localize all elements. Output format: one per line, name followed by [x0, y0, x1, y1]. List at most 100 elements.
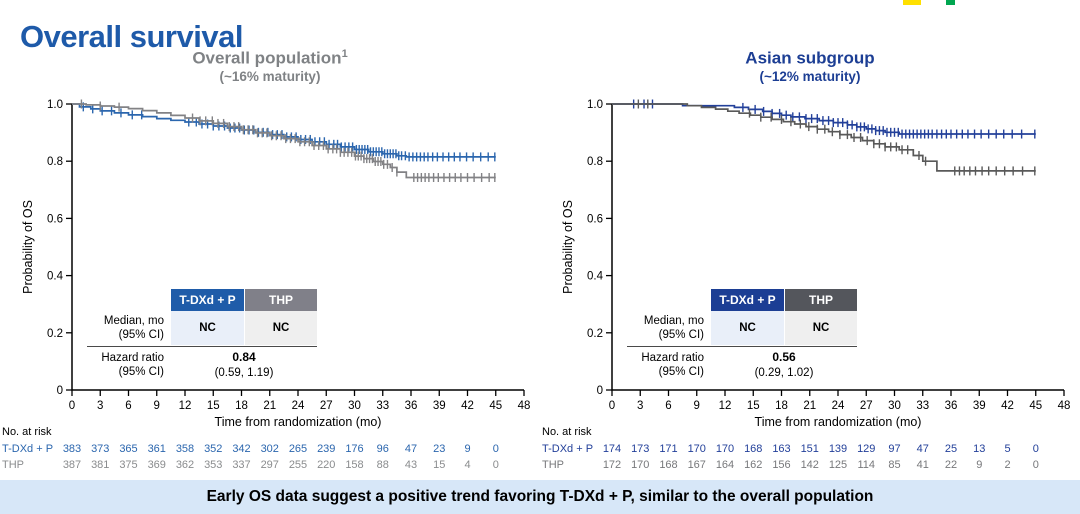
at-risk-value: 25: [945, 443, 957, 455]
stats-median-tdxd-p: NC: [171, 311, 245, 345]
at-risk-value: 297: [261, 459, 279, 471]
stats-inset-table-overall: T-DXd + P THP Median, mo (95% CI) NC NC …: [87, 289, 317, 381]
stats-empty-corner: [87, 289, 171, 311]
stats-hazard-label: Hazard ratio (95% CI): [101, 351, 164, 379]
x-tick-label: 15: [207, 400, 220, 412]
at-risk-value: 361: [148, 443, 166, 455]
at-risk-value: 13: [973, 443, 985, 455]
y-tick-label: 0.2: [47, 328, 63, 340]
at-risk-row-name: THP: [542, 459, 564, 471]
x-tick-label: 6: [125, 400, 131, 412]
at-risk-value: 125: [829, 459, 847, 471]
at-risk-value: 163: [772, 443, 790, 455]
at-risk-value: 4: [464, 459, 470, 471]
at-risk-value: 41: [917, 459, 929, 471]
at-risk-table: No. at risk T-DXd + P 383 373 365 361 358 352 34…: [2, 426, 499, 471]
x-tick-label: 24: [832, 400, 845, 412]
x-tick-label: 21: [263, 400, 276, 412]
x-tick-label: 30: [348, 400, 361, 412]
x-tick-label: 33: [376, 400, 389, 412]
y-tick-label: 0.4: [587, 271, 604, 283]
at-risk-value: 158: [345, 459, 363, 471]
panel-subtitle-maturity: (~16% maturity): [219, 69, 321, 85]
at-risk-label: No. at risk: [2, 426, 52, 438]
at-risk-value: 383: [63, 443, 81, 455]
at-risk-value: 352: [204, 443, 222, 455]
stats-header-tdxd-p: T-DXd + P: [171, 289, 245, 311]
km-series-t-dxd-p: [72, 102, 496, 162]
y-tick-label: 0.6: [587, 213, 603, 225]
at-risk-value: 15: [433, 459, 445, 471]
stats-header-thp: THP: [245, 289, 317, 311]
x-tick-label: 45: [1029, 400, 1042, 412]
x-tick-label: 42: [461, 400, 474, 412]
x-tick-label: 45: [489, 400, 502, 412]
x-tick-label: 27: [320, 400, 333, 412]
at-risk-value: 167: [688, 459, 706, 471]
stats-separator-line: [627, 346, 857, 347]
y-tick-label: 0.4: [47, 271, 64, 283]
at-risk-value: 373: [91, 443, 109, 455]
x-tick-label: 15: [747, 400, 760, 412]
panel-asian-subgroup: Asian subgroup (~12% maturity) 0 0.2 0.4 0.…: [540, 48, 1080, 480]
at-risk-value: 142: [801, 459, 819, 471]
x-tick-label: 18: [235, 400, 248, 412]
stats-hazard-label: Hazard ratio (95% CI): [641, 351, 704, 379]
at-risk-value: 170: [716, 443, 734, 455]
at-risk-value: 176: [345, 443, 363, 455]
x-tick-label: 12: [719, 400, 732, 412]
x-tick-label: 42: [1001, 400, 1014, 412]
y-axis-title: Probability of OS: [21, 200, 35, 294]
x-tick-label: 3: [637, 400, 643, 412]
footnote-marker: 1: [341, 48, 348, 60]
y-tick-label: 1.0: [587, 99, 603, 111]
km-series-thp: [612, 99, 1036, 176]
at-risk-value: 85: [888, 459, 900, 471]
y-tick-label: 0.8: [587, 156, 603, 168]
at-risk-value: 151: [801, 443, 819, 455]
stats-median-thp: NC: [785, 311, 857, 345]
at-risk-row-name: T-DXd + P: [542, 443, 593, 455]
stats-header-thp: THP: [785, 289, 857, 311]
at-risk-value: 302: [261, 443, 279, 455]
at-risk-value: 381: [91, 459, 109, 471]
km-chart-asian-subgroup: 00.20.40.60.81.00 3 6 9 12 15 18 21 24 27 30 33 36 39…: [542, 99, 1070, 471]
x-tick-label: 39: [433, 400, 446, 412]
at-risk-value: 164: [716, 459, 734, 471]
at-risk-value: 174: [603, 443, 621, 455]
at-risk-value: 9: [976, 459, 982, 471]
at-risk-value: 0: [1033, 443, 1039, 455]
at-risk-value: 114: [857, 459, 875, 471]
logo-fragment-yellow: [903, 0, 921, 5]
page-title: Overall survival: [20, 18, 243, 54]
x-tick-label: 9: [694, 400, 700, 412]
at-risk-value: 139: [829, 443, 847, 455]
at-risk-value: 172: [603, 459, 621, 471]
panel-overall-population: Overall population1 (~16% maturity) 0 0.2…: [0, 48, 540, 480]
at-risk-value: 171: [659, 443, 677, 455]
at-risk-value: 168: [744, 443, 762, 455]
axes: 00.20.40.60.81.00 3 6 9 12 15 18 21 24 27 30 33 36 39…: [561, 99, 1070, 429]
x-tick-label: 21: [803, 400, 816, 412]
y-tick-label: 0: [597, 385, 603, 397]
at-risk-value: 22: [945, 459, 957, 471]
x-tick-label: 9: [154, 400, 160, 412]
at-risk-value: 23: [433, 443, 445, 455]
at-risk-row-name: THP: [2, 459, 24, 471]
x-tick-label: 12: [179, 400, 192, 412]
stats-separator-line: [87, 346, 317, 347]
stats-median-thp: NC: [245, 311, 317, 345]
at-risk-value: 362: [176, 459, 194, 471]
at-risk-value: 129: [857, 443, 875, 455]
y-tick-label: 0.2: [587, 328, 603, 340]
at-risk-value: 239: [317, 443, 335, 455]
at-risk-value: 2: [1004, 459, 1010, 471]
x-tick-label: 39: [973, 400, 986, 412]
at-risk-value: 9: [464, 443, 470, 455]
x-tick-label: 3: [97, 400, 103, 412]
at-risk-label: No. at risk: [542, 426, 592, 438]
at-risk-value: 168: [659, 459, 677, 471]
km-chart-overall-population: 00.20.40.60.81.00 3 6 9 12 15 18 21 24 27 30 33 36 39…: [2, 99, 530, 471]
at-risk-value: 0: [493, 459, 499, 471]
at-risk-value: 47: [405, 443, 417, 455]
